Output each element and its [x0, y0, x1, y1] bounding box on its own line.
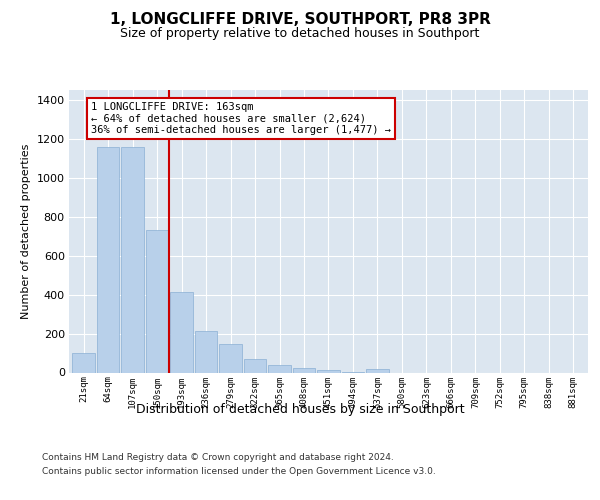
Bar	[121, 146, 144, 372]
Text: 1, LONGCLIFFE DRIVE, SOUTHPORT, PR8 3PR: 1, LONGCLIFFE DRIVE, SOUTHPORT, PR8 3PR	[110, 12, 490, 28]
Bar	[195, 330, 217, 372]
Bar	[170, 292, 193, 372]
Bar	[293, 368, 315, 372]
Text: Contains public sector information licensed under the Open Government Licence v3: Contains public sector information licen…	[42, 468, 436, 476]
Bar	[317, 370, 340, 372]
Text: Distribution of detached houses by size in Southport: Distribution of detached houses by size …	[136, 402, 464, 415]
Text: Size of property relative to detached houses in Southport: Size of property relative to detached ho…	[121, 28, 479, 40]
Bar	[366, 368, 389, 372]
Bar	[97, 146, 119, 372]
Y-axis label: Number of detached properties: Number of detached properties	[21, 144, 31, 319]
Bar	[220, 344, 242, 372]
Text: Contains HM Land Registry data © Crown copyright and database right 2024.: Contains HM Land Registry data © Crown c…	[42, 452, 394, 462]
Bar	[146, 230, 169, 372]
Text: 1 LONGCLIFFE DRIVE: 163sqm
← 64% of detached houses are smaller (2,624)
36% of s: 1 LONGCLIFFE DRIVE: 163sqm ← 64% of deta…	[91, 102, 391, 135]
Bar	[73, 353, 95, 372]
Bar	[268, 364, 291, 372]
Bar	[244, 359, 266, 372]
